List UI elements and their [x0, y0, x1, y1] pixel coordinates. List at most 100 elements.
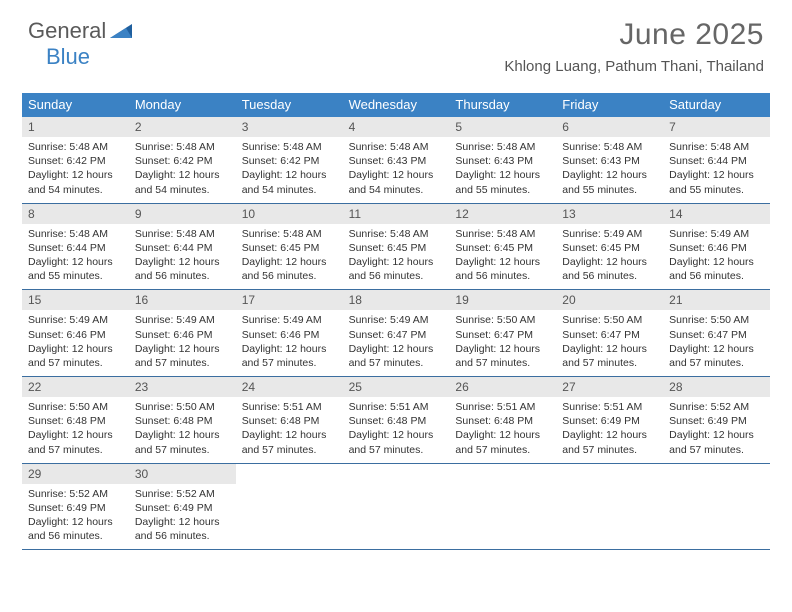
weeks-container: 1Sunrise: 5:48 AMSunset: 6:42 PMDaylight…: [22, 117, 770, 550]
day-cell: 1Sunrise: 5:48 AMSunset: 6:42 PMDaylight…: [22, 117, 129, 203]
day-content: Sunrise: 5:50 AMSunset: 6:47 PMDaylight:…: [663, 310, 770, 376]
day-cell: 8Sunrise: 5:48 AMSunset: 6:44 PMDaylight…: [22, 204, 129, 290]
day-cell: 2Sunrise: 5:48 AMSunset: 6:42 PMDaylight…: [129, 117, 236, 203]
month-title: June 2025: [504, 18, 764, 52]
day-number: 20: [556, 290, 663, 310]
day-cell: 29Sunrise: 5:52 AMSunset: 6:49 PMDayligh…: [22, 464, 129, 550]
day-content: Sunrise: 5:52 AMSunset: 6:49 PMDaylight:…: [663, 397, 770, 463]
day-content: Sunrise: 5:51 AMSunset: 6:48 PMDaylight:…: [449, 397, 556, 463]
day-content: Sunrise: 5:48 AMSunset: 6:43 PMDaylight:…: [343, 137, 450, 203]
day-cell: 20Sunrise: 5:50 AMSunset: 6:47 PMDayligh…: [556, 290, 663, 376]
empty-cell: [556, 464, 663, 550]
day-content: Sunrise: 5:51 AMSunset: 6:48 PMDaylight:…: [236, 397, 343, 463]
day-number: 26: [449, 377, 556, 397]
week-row: 8Sunrise: 5:48 AMSunset: 6:44 PMDaylight…: [22, 204, 770, 291]
day-cell: 7Sunrise: 5:48 AMSunset: 6:44 PMDaylight…: [663, 117, 770, 203]
day-number: 1: [22, 117, 129, 137]
day-cell: 30Sunrise: 5:52 AMSunset: 6:49 PMDayligh…: [129, 464, 236, 550]
day-content: Sunrise: 5:48 AMSunset: 6:44 PMDaylight:…: [663, 137, 770, 203]
day-number: 4: [343, 117, 450, 137]
day-content: Sunrise: 5:48 AMSunset: 6:43 PMDaylight:…: [556, 137, 663, 203]
weekday-cell: Sunday: [22, 93, 129, 117]
title-block: June 2025 Khlong Luang, Pathum Thani, Th…: [504, 18, 764, 75]
day-content: Sunrise: 5:49 AMSunset: 6:46 PMDaylight:…: [22, 310, 129, 376]
week-row: 22Sunrise: 5:50 AMSunset: 6:48 PMDayligh…: [22, 377, 770, 464]
empty-cell: [663, 464, 770, 550]
day-content: Sunrise: 5:51 AMSunset: 6:48 PMDaylight:…: [343, 397, 450, 463]
day-content: Sunrise: 5:50 AMSunset: 6:47 PMDaylight:…: [449, 310, 556, 376]
day-number: 18: [343, 290, 450, 310]
weekday-cell: Friday: [556, 93, 663, 117]
week-row: 15Sunrise: 5:49 AMSunset: 6:46 PMDayligh…: [22, 290, 770, 377]
day-number: 30: [129, 464, 236, 484]
day-content: Sunrise: 5:52 AMSunset: 6:49 PMDaylight:…: [22, 484, 129, 550]
day-cell: 11Sunrise: 5:48 AMSunset: 6:45 PMDayligh…: [343, 204, 450, 290]
day-content: Sunrise: 5:50 AMSunset: 6:48 PMDaylight:…: [129, 397, 236, 463]
day-content: Sunrise: 5:50 AMSunset: 6:47 PMDaylight:…: [556, 310, 663, 376]
day-number: 28: [663, 377, 770, 397]
day-cell: 22Sunrise: 5:50 AMSunset: 6:48 PMDayligh…: [22, 377, 129, 463]
day-cell: 5Sunrise: 5:48 AMSunset: 6:43 PMDaylight…: [449, 117, 556, 203]
day-cell: 3Sunrise: 5:48 AMSunset: 6:42 PMDaylight…: [236, 117, 343, 203]
day-cell: 26Sunrise: 5:51 AMSunset: 6:48 PMDayligh…: [449, 377, 556, 463]
weekday-cell: Thursday: [449, 93, 556, 117]
day-content: Sunrise: 5:50 AMSunset: 6:48 PMDaylight:…: [22, 397, 129, 463]
day-content: Sunrise: 5:48 AMSunset: 6:45 PMDaylight:…: [449, 224, 556, 290]
location-text: Khlong Luang, Pathum Thani, Thailand: [504, 58, 764, 75]
day-number: 15: [22, 290, 129, 310]
day-content: Sunrise: 5:49 AMSunset: 6:46 PMDaylight:…: [129, 310, 236, 376]
day-content: Sunrise: 5:48 AMSunset: 6:45 PMDaylight:…: [343, 224, 450, 290]
day-number: 9: [129, 204, 236, 224]
day-cell: 15Sunrise: 5:49 AMSunset: 6:46 PMDayligh…: [22, 290, 129, 376]
day-cell: 21Sunrise: 5:50 AMSunset: 6:47 PMDayligh…: [663, 290, 770, 376]
day-content: Sunrise: 5:48 AMSunset: 6:45 PMDaylight:…: [236, 224, 343, 290]
day-number: 19: [449, 290, 556, 310]
day-cell: 19Sunrise: 5:50 AMSunset: 6:47 PMDayligh…: [449, 290, 556, 376]
day-content: Sunrise: 5:48 AMSunset: 6:43 PMDaylight:…: [449, 137, 556, 203]
day-number: 13: [556, 204, 663, 224]
day-content: Sunrise: 5:49 AMSunset: 6:46 PMDaylight:…: [663, 224, 770, 290]
day-cell: 16Sunrise: 5:49 AMSunset: 6:46 PMDayligh…: [129, 290, 236, 376]
day-content: Sunrise: 5:49 AMSunset: 6:47 PMDaylight:…: [343, 310, 450, 376]
day-content: Sunrise: 5:52 AMSunset: 6:49 PMDaylight:…: [129, 484, 236, 550]
day-number: 5: [449, 117, 556, 137]
week-row: 29Sunrise: 5:52 AMSunset: 6:49 PMDayligh…: [22, 464, 770, 551]
day-number: 6: [556, 117, 663, 137]
weekday-cell: Monday: [129, 93, 236, 117]
day-number: 2: [129, 117, 236, 137]
day-cell: 17Sunrise: 5:49 AMSunset: 6:46 PMDayligh…: [236, 290, 343, 376]
day-number: 23: [129, 377, 236, 397]
week-row: 1Sunrise: 5:48 AMSunset: 6:42 PMDaylight…: [22, 117, 770, 204]
empty-cell: [449, 464, 556, 550]
day-content: Sunrise: 5:48 AMSunset: 6:42 PMDaylight:…: [236, 137, 343, 203]
day-content: Sunrise: 5:48 AMSunset: 6:42 PMDaylight:…: [22, 137, 129, 203]
day-number: 22: [22, 377, 129, 397]
day-number: 12: [449, 204, 556, 224]
day-cell: 24Sunrise: 5:51 AMSunset: 6:48 PMDayligh…: [236, 377, 343, 463]
day-number: 11: [343, 204, 450, 224]
day-content: Sunrise: 5:49 AMSunset: 6:46 PMDaylight:…: [236, 310, 343, 376]
day-cell: 23Sunrise: 5:50 AMSunset: 6:48 PMDayligh…: [129, 377, 236, 463]
day-number: 27: [556, 377, 663, 397]
day-cell: 27Sunrise: 5:51 AMSunset: 6:49 PMDayligh…: [556, 377, 663, 463]
empty-cell: [236, 464, 343, 550]
empty-cell: [343, 464, 450, 550]
day-cell: 4Sunrise: 5:48 AMSunset: 6:43 PMDaylight…: [343, 117, 450, 203]
day-content: Sunrise: 5:49 AMSunset: 6:45 PMDaylight:…: [556, 224, 663, 290]
calendar: SundayMondayTuesdayWednesdayThursdayFrid…: [22, 93, 770, 550]
day-number: 21: [663, 290, 770, 310]
day-number: 29: [22, 464, 129, 484]
day-number: 14: [663, 204, 770, 224]
weekday-cell: Saturday: [663, 93, 770, 117]
day-content: Sunrise: 5:51 AMSunset: 6:49 PMDaylight:…: [556, 397, 663, 463]
day-number: 25: [343, 377, 450, 397]
day-cell: 28Sunrise: 5:52 AMSunset: 6:49 PMDayligh…: [663, 377, 770, 463]
day-content: Sunrise: 5:48 AMSunset: 6:44 PMDaylight:…: [22, 224, 129, 290]
day-cell: 18Sunrise: 5:49 AMSunset: 6:47 PMDayligh…: [343, 290, 450, 376]
day-number: 8: [22, 204, 129, 224]
day-cell: 14Sunrise: 5:49 AMSunset: 6:46 PMDayligh…: [663, 204, 770, 290]
day-number: 17: [236, 290, 343, 310]
logo-word-1: General: [28, 18, 106, 43]
day-number: 7: [663, 117, 770, 137]
day-content: Sunrise: 5:48 AMSunset: 6:42 PMDaylight:…: [129, 137, 236, 203]
